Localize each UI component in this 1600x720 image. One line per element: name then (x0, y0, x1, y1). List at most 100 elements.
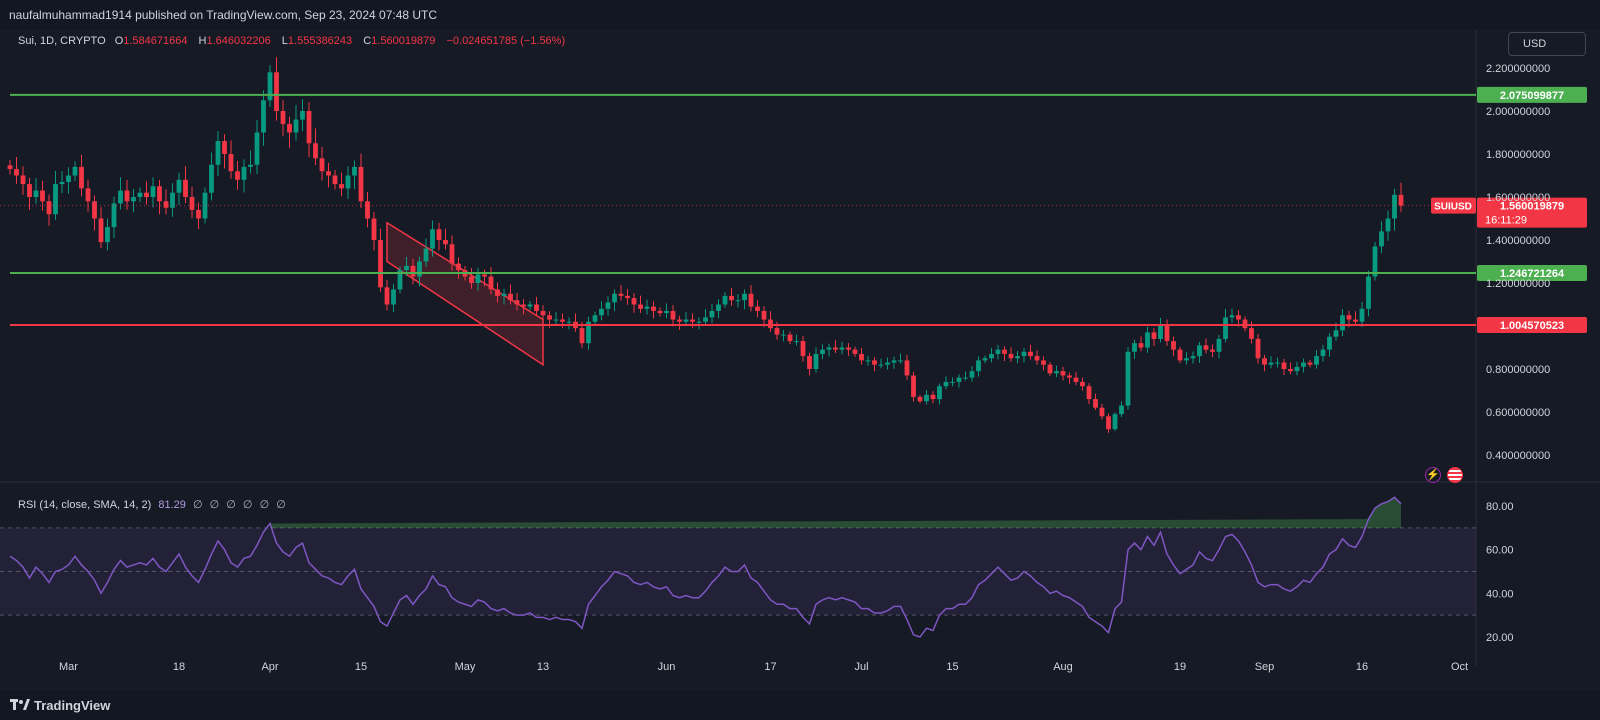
candle-body (1268, 362, 1274, 365)
candle-body (1288, 369, 1293, 372)
candle-body (1106, 416, 1111, 430)
candle-body (1385, 218, 1391, 232)
candle-body (358, 166, 364, 202)
rsi-empty-4: ∅ (259, 499, 270, 511)
candle-body (1236, 315, 1241, 320)
candle-body (1145, 332, 1150, 348)
rsi-empty-5: ∅ (276, 499, 286, 511)
candle-body (404, 265, 409, 271)
price-tag-countdown: 16:11:29 (1485, 215, 1527, 227)
candle-body (1184, 358, 1189, 361)
candle-body (1158, 326, 1163, 339)
low-label: L (281, 35, 288, 47)
date-tick-label: Sep (1255, 661, 1275, 673)
candle-body (865, 360, 871, 362)
candle-body (222, 141, 227, 154)
candle-body (157, 186, 162, 202)
candle-body (1255, 338, 1261, 359)
date-tick-label: Jun (658, 661, 676, 673)
candle-body (1327, 336, 1332, 350)
candle-body (1112, 414, 1118, 430)
candle-body (300, 111, 305, 120)
date-tick-label: 13 (537, 661, 549, 673)
tradingview-logo[interactable]: TradingView (10, 698, 110, 713)
candle-body (976, 360, 981, 372)
lightning-icon[interactable]: ⚡ (1425, 466, 1441, 483)
candle-body (46, 201, 52, 215)
candle-body (176, 179, 182, 193)
candle-body (280, 111, 286, 124)
close-label: C (363, 35, 372, 47)
candle-body (761, 310, 767, 320)
candle-body (410, 265, 416, 277)
candle-body (651, 306, 656, 311)
date-tick-label: 15 (946, 661, 958, 673)
chart-badges: ⚡ (1425, 466, 1464, 484)
symbol-label[interactable]: Sui, 1D, CRYPTO (18, 35, 106, 47)
candle-body (852, 349, 858, 354)
candle-body (612, 293, 617, 303)
candle-body (1002, 349, 1007, 354)
price-tick-label: 0.600000000 (1486, 407, 1550, 419)
candle-body (131, 197, 136, 202)
candle-body (397, 270, 403, 290)
candle-body (1054, 371, 1059, 374)
rsi-empty-0: ∅ (192, 499, 203, 511)
date-tick-label: 19 (1174, 661, 1186, 673)
level-tag (1477, 317, 1587, 334)
candle-body (124, 190, 130, 202)
candle-body (768, 319, 773, 329)
candle-body (1223, 317, 1228, 339)
price-tick-label: 0.800000000 (1486, 364, 1550, 376)
candle-body (488, 276, 494, 290)
candle-body (1093, 399, 1098, 408)
candle-body (274, 72, 279, 111)
candle-body (742, 293, 747, 301)
candle-body (748, 293, 754, 307)
candle-body (1294, 366, 1300, 372)
candle-body (1073, 377, 1079, 382)
candle-body (72, 166, 78, 176)
candle-body (1281, 362, 1287, 369)
candle-body (189, 197, 195, 210)
candle-body (995, 349, 1001, 354)
rsi-overbought-fill (270, 497, 1401, 528)
rsi-empty-1: ∅ (209, 499, 220, 511)
candle-body (722, 295, 728, 305)
candle-body (800, 341, 806, 357)
us-flag-icon[interactable] (1447, 466, 1464, 483)
date-tick-label: 15 (355, 661, 367, 673)
candle-body (27, 184, 32, 197)
candle-body (534, 304, 539, 311)
open-label: O (114, 35, 124, 47)
candle-body (514, 300, 520, 305)
candle-body (391, 289, 396, 305)
candle-body (924, 394, 929, 402)
candle-body (625, 295, 630, 299)
candle-body (521, 304, 526, 307)
currency-button[interactable]: USD (1508, 32, 1586, 56)
candle-body (378, 240, 383, 288)
rsi-line (9, 496, 1402, 638)
candle-body (98, 218, 104, 243)
candle-body (1197, 345, 1202, 357)
price-chart[interactable]: 2.075099877 1.246721264 1.004570523 SUIUSD 1… (0, 0, 1600, 690)
candle-body (898, 360, 903, 362)
candle-body (1333, 330, 1339, 337)
candle-body (254, 132, 260, 165)
candle-body (319, 158, 325, 172)
candle-body (872, 360, 877, 365)
candle-body (235, 171, 240, 180)
candle-body (716, 304, 721, 311)
rsi-label[interactable]: RSI (14, close, SMA, 14, 2) (18, 499, 152, 511)
candle-body (878, 364, 884, 366)
candle-body (690, 319, 695, 322)
price-tag (1477, 197, 1587, 228)
candle-body (183, 179, 188, 197)
published-by-text: naufalmuhammad1914 published on TradingV… (9, 8, 438, 22)
candle-body (1099, 407, 1105, 417)
candle-body (449, 244, 455, 264)
candle-body (1119, 405, 1124, 415)
candle-body (475, 274, 481, 283)
candle-body (436, 229, 442, 240)
